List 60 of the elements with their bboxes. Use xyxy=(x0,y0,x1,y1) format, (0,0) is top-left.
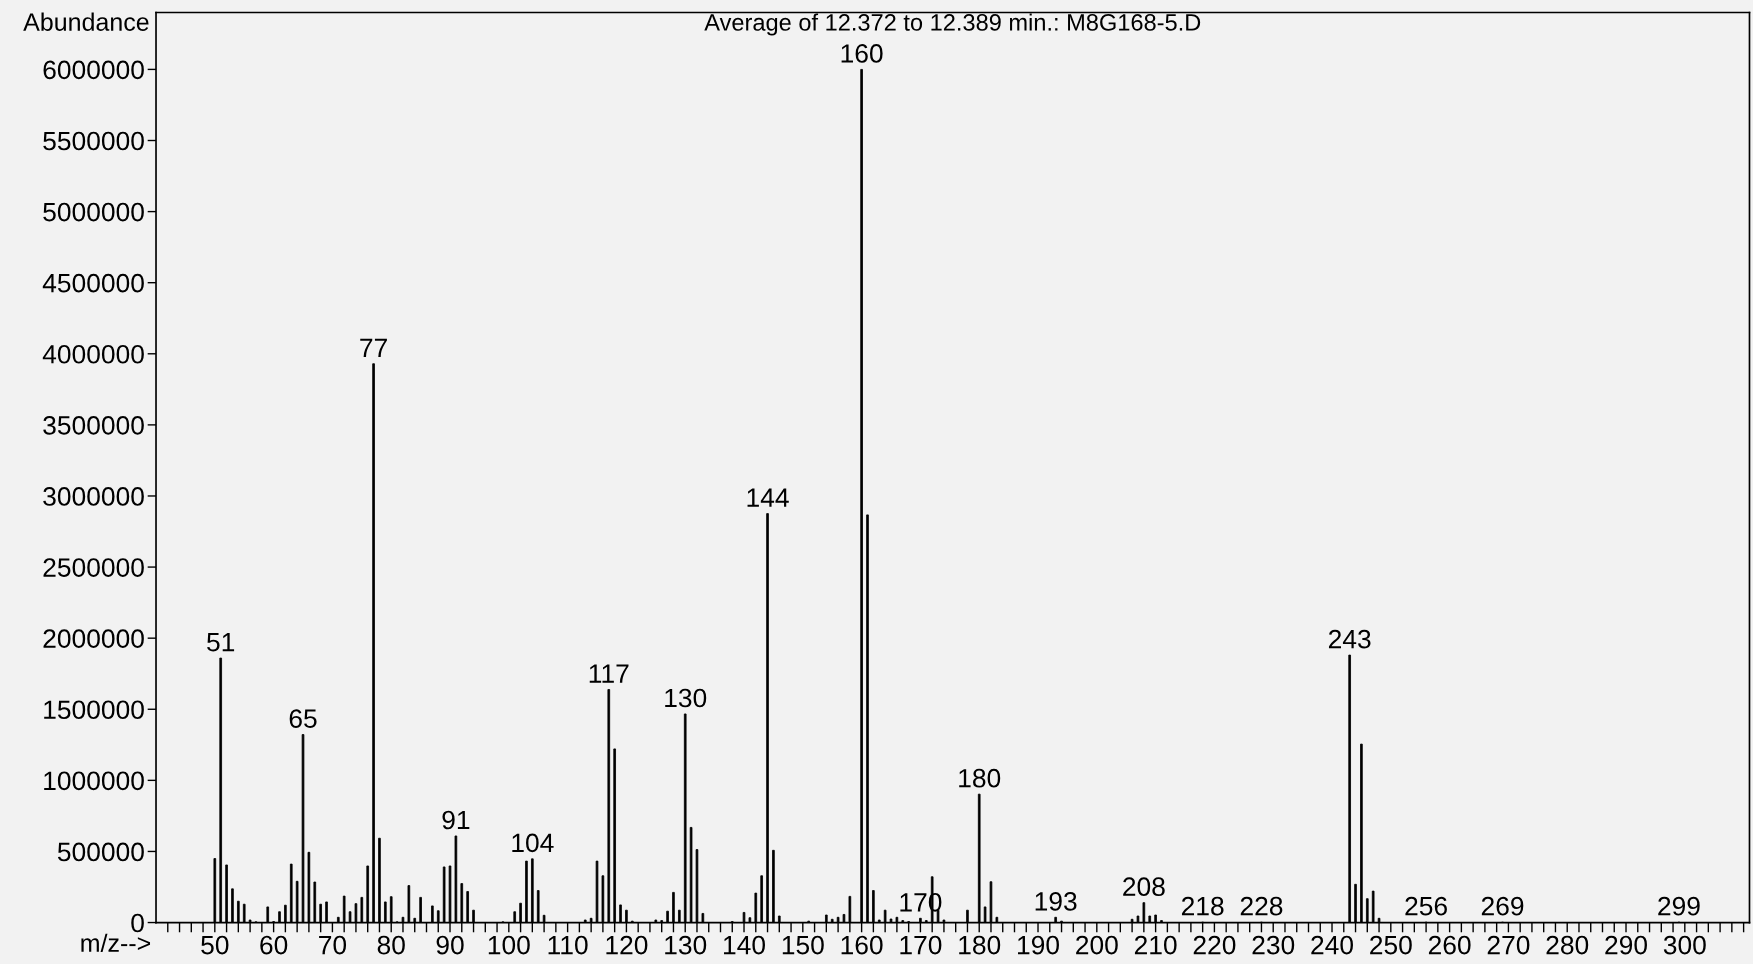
y-tick-label: 2500000 xyxy=(43,558,144,577)
x-tick-label: 110 xyxy=(548,935,588,955)
x-tick-label: 100 xyxy=(488,935,530,955)
annotation: 193 xyxy=(1035,892,1077,911)
annotation: 208 xyxy=(1123,877,1165,897)
y-tick-label: 6000000 xyxy=(43,60,144,80)
y-tick-label: 2000000 xyxy=(43,629,144,648)
y-tick-label: 3500000 xyxy=(43,416,144,435)
annotation: 91 xyxy=(442,810,470,830)
y-tick-label: 4000000 xyxy=(42,344,144,364)
x-tick-label: 240 xyxy=(1311,935,1353,955)
x-tick-label: 160 xyxy=(841,935,883,955)
y-tick-label: 4500000 xyxy=(42,273,144,293)
annotation: 77 xyxy=(360,338,387,357)
annotation: 51 xyxy=(207,633,235,652)
x-tick-label: 140 xyxy=(724,935,765,955)
annotation: 160 xyxy=(841,44,883,63)
x-tick-label: 120 xyxy=(606,935,648,955)
x-tick-label: 200 xyxy=(1076,935,1118,955)
x-tick-label: 80 xyxy=(377,935,405,955)
y-tick-label: 0 xyxy=(131,913,144,933)
x-tick-label: 50 xyxy=(201,935,229,955)
annotation: 180 xyxy=(959,768,1001,788)
x-tick-label: 170 xyxy=(900,935,942,955)
annotation: 130 xyxy=(665,688,707,708)
annotation: 228 xyxy=(1240,896,1283,916)
chart-title: Average of 12.372 to 12.389 min.: M8G168-5.D xyxy=(704,13,1201,36)
annotation: 218 xyxy=(1181,896,1224,916)
annotation: 104 xyxy=(512,833,554,853)
x-tick-label: 90 xyxy=(436,935,464,955)
annotation: 117 xyxy=(589,664,629,683)
annotation: 243 xyxy=(1328,629,1371,649)
x-tick-label: 220 xyxy=(1193,935,1236,955)
x-tick-label: 180 xyxy=(959,935,1001,955)
x-tick-label: 250 xyxy=(1370,935,1412,955)
x-tick-label: 230 xyxy=(1252,935,1295,955)
y-tick-label: 5000000 xyxy=(43,202,144,222)
y-axis-title: Abundance xyxy=(23,12,149,31)
x-tick-label: 290 xyxy=(1605,935,1647,955)
x-axis-title: m/z--> xyxy=(81,933,151,953)
y-tick-label: 5500000 xyxy=(43,131,144,151)
x-tick-label: 190 xyxy=(1018,935,1059,955)
y-tick-label: 1000000 xyxy=(44,771,144,791)
annotation: 256 xyxy=(1405,896,1447,916)
annotation: 65 xyxy=(289,709,317,728)
y-tick-label: 3000000 xyxy=(43,487,144,506)
x-tick-label: 130 xyxy=(665,935,707,955)
x-tick-label: 70 xyxy=(319,935,347,955)
x-tick-label: 280 xyxy=(1546,935,1589,955)
x-tick-label: 270 xyxy=(1487,935,1530,955)
annotation: 144 xyxy=(747,488,789,507)
y-tick-label: 500000 xyxy=(57,842,144,862)
x-tick-label: 60 xyxy=(260,935,288,955)
x-tick-label: 300 xyxy=(1663,935,1706,955)
x-tick-label: 260 xyxy=(1428,935,1471,955)
annotation: 299 xyxy=(1658,896,1700,916)
x-tick-label: 210 xyxy=(1134,935,1177,955)
annotation: 269 xyxy=(1481,896,1524,916)
y-tick-label: 1500000 xyxy=(44,700,144,720)
x-tick-label: 150 xyxy=(782,935,824,955)
